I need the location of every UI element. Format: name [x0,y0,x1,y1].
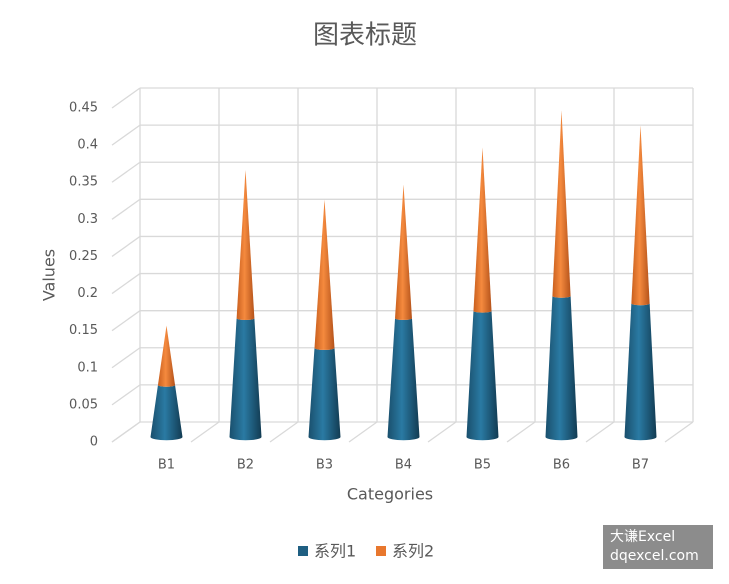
cone-segment [314,199,335,350]
chart-title: 图表标题 [313,21,417,51]
floor-line [190,421,220,443]
watermark-text: dqexcel.com [610,548,699,564]
grid-line [111,161,141,183]
grid-line [111,384,141,406]
cone-segment [466,310,499,441]
legend-swatch [298,546,308,556]
floor-line [664,421,694,443]
floor-line [269,421,299,443]
grid-line [111,198,141,220]
legend-label: 系列2 [392,542,434,561]
cone-segment [552,110,571,298]
y-tick-label: 0.35 [69,175,98,190]
legend: 系列1 系列2 [298,542,434,561]
grid-line [111,310,141,332]
floor-line [348,421,378,443]
y-axis-title: Values [40,249,59,301]
cone-segment [229,318,262,441]
cone-segment [308,347,341,441]
floor-line [111,421,141,443]
legend-swatch [376,546,386,556]
x-tick-label: B4 [395,458,412,473]
x-tick-label: B7 [632,458,649,473]
y-tick-label: 0.3 [77,212,98,227]
floor-line [506,421,536,443]
grid-line [111,124,141,146]
x-tick-label: B6 [553,458,570,473]
cone-segment [157,325,176,387]
y-tick-label: 0.4 [77,138,98,153]
grid-line [111,347,141,369]
cone-segment [236,169,255,321]
y-tick-label: 0.45 [69,101,98,116]
grid-line [111,87,141,109]
cone-segment [631,125,650,306]
cone-segment [473,147,492,313]
cone-segment [395,184,412,320]
cone-segment [545,295,578,441]
grid-line [111,235,141,257]
watermark: 大谦Excel dqexcel.com [603,525,713,569]
y-tick-label: 0.1 [77,360,98,375]
watermark-box [603,525,713,569]
watermark-text: 大谦Excel [610,529,675,545]
x-tick-label: B5 [474,458,491,473]
cone-segment [387,318,420,441]
y-tick-label: 0.15 [69,323,98,338]
x-tick-label: B2 [237,458,254,473]
floor-line [427,421,457,443]
x-axis-title: Categories [347,485,433,504]
floor-line [585,421,615,443]
y-tick-label: 0.05 [69,397,98,412]
y-tick-label: 0 [90,435,98,450]
y-tick-label: 0.2 [77,286,98,301]
x-tick-label: B1 [158,458,175,473]
y-tick-label: 0.25 [69,249,98,264]
cone-segment [150,385,183,441]
cone-segment [624,303,657,441]
legend-label: 系列1 [314,542,356,561]
x-tick-label: B3 [316,458,333,473]
grid-line [111,273,141,295]
